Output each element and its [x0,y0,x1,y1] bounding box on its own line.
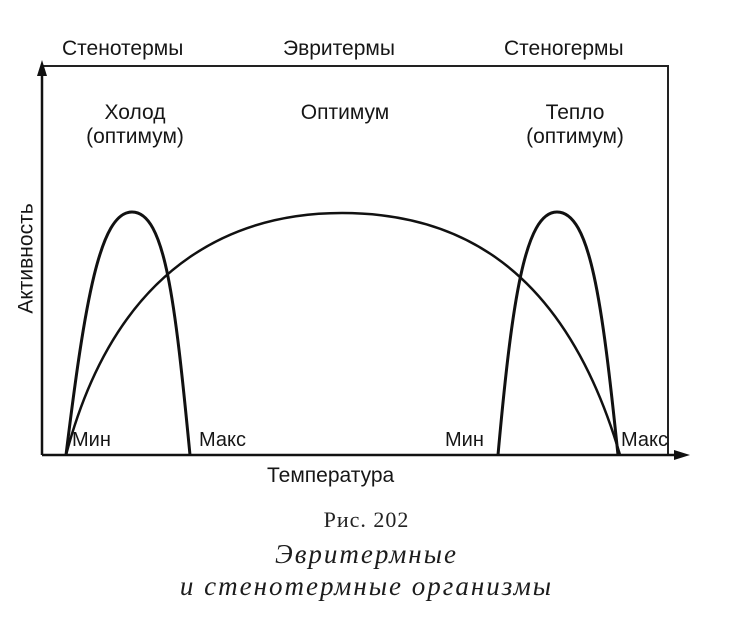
x-axis-label: Температура [267,464,395,487]
zone-middle-optimum: Оптимум [300,101,390,124]
header-stenotherms-right: Стеногермы [504,37,624,60]
y-axis-arrow [37,60,47,76]
x-axis-arrow [674,450,690,460]
warm-max-label: Макс [621,429,668,451]
y-axis-label: Активность [14,203,38,314]
caption-line-2: и стенотермные организмы [179,571,554,601]
cold-min-label: Мин [72,429,111,451]
figure-number: Рис. 202 [323,507,410,532]
warm-stenotherm-curve [496,210,620,456]
header-eurytherms: Эвритермы [283,37,395,60]
caption-line-1: Эвритермные [275,539,458,569]
cold-max-label: Макс [199,429,246,451]
zone-cold-label: Холод [104,101,166,124]
zone-warm-optimum: (оптимум) [526,125,624,148]
cold-stenotherm-curve [64,210,192,456]
zone-cold-optimum: (оптимум) [86,125,184,148]
frame-border [42,65,669,455]
header-stenotherms-left: Стенотермы [62,37,184,60]
warm-min-label: Мин [445,429,484,451]
zone-warm-label: Тепло [545,101,605,124]
eurytherm-curve [64,211,622,456]
